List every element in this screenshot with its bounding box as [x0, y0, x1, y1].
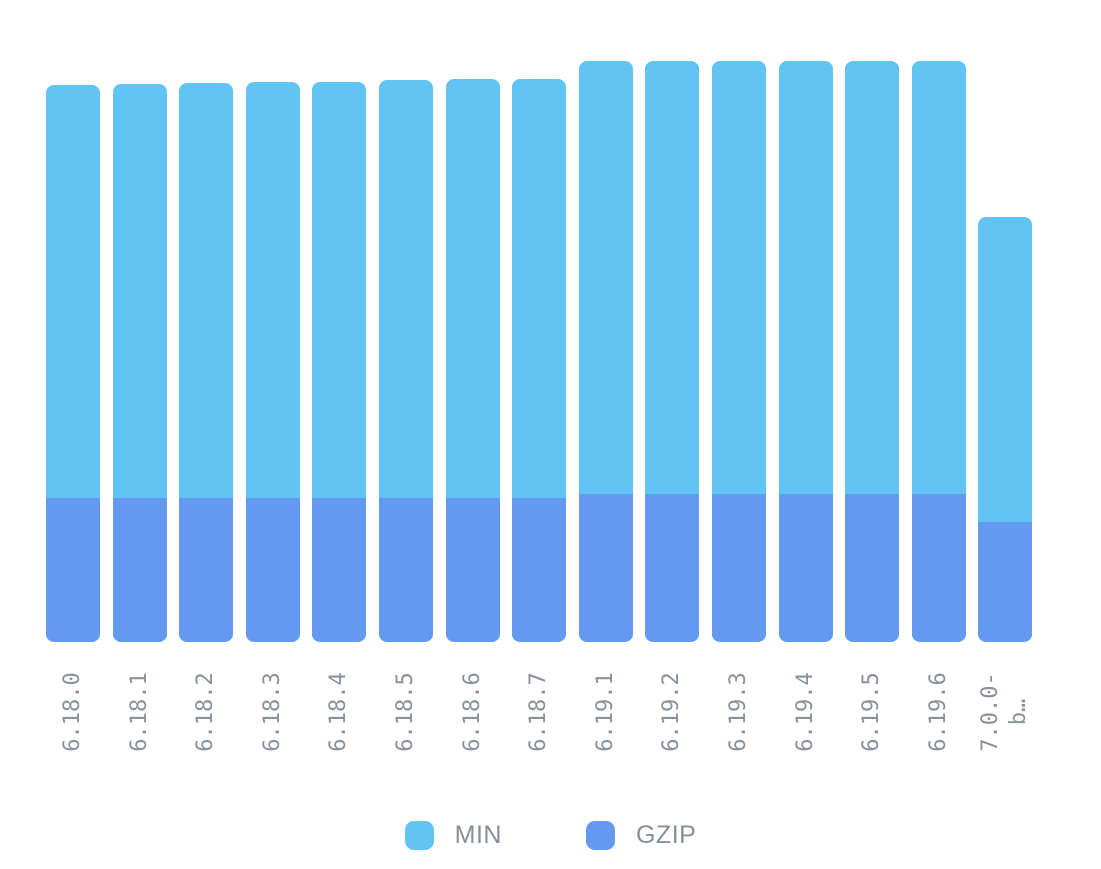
min-segment: [512, 79, 566, 498]
legend-label-gzip: GZIP: [635, 820, 697, 849]
min-segment: [446, 79, 500, 498]
min-segment: [912, 61, 966, 494]
gzip-swatch-icon: [585, 820, 615, 850]
bar-6.19.3[interactable]: [712, 61, 766, 642]
gzip-segment: [179, 498, 233, 642]
x-tick-label-6.19.4: 6.19.4: [793, 672, 818, 752]
bar-6.18.1[interactable]: [113, 84, 167, 642]
x-tick-label-6.18.3: 6.18.3: [260, 672, 285, 752]
x-tick-label-6.19.5: 6.19.5: [859, 672, 884, 752]
min-segment: [978, 217, 1032, 522]
bar-6.18.7[interactable]: [512, 79, 566, 642]
gzip-segment: [379, 498, 433, 642]
legend-item-min: MIN: [404, 820, 502, 850]
x-tick-label-6.19.2: 6.19.2: [659, 672, 684, 752]
bar-6.18.0[interactable]: [46, 85, 100, 642]
min-segment: [845, 61, 899, 494]
min-segment: [712, 61, 766, 494]
x-tick-label-6.19.3: 6.19.3: [726, 672, 751, 752]
gzip-segment: [779, 494, 833, 642]
gzip-segment: [312, 498, 366, 642]
x-tick-label-6.18.0: 6.18.0: [60, 672, 85, 752]
bar-6.19.1[interactable]: [579, 61, 633, 642]
bar-6.19.6[interactable]: [912, 61, 966, 642]
gzip-segment: [845, 494, 899, 642]
x-tick-label-6.18.6: 6.18.6: [460, 672, 485, 752]
gzip-segment: [579, 494, 633, 642]
bar-6.19.2[interactable]: [645, 61, 699, 642]
x-tick-label-6.18.5: 6.18.5: [393, 672, 418, 752]
legend-label-min: MIN: [454, 820, 502, 849]
x-tick-label-6.19.1: 6.19.1: [593, 672, 618, 752]
bar-6.18.3[interactable]: [246, 82, 300, 642]
gzip-segment: [512, 498, 566, 642]
legend: MIN GZIP: [0, 820, 1101, 850]
min-segment: [645, 61, 699, 494]
min-segment: [113, 84, 167, 498]
bar-7.0.0-b…[interactable]: [978, 217, 1032, 642]
gzip-segment: [978, 522, 1032, 642]
bar-6.18.6[interactable]: [446, 79, 500, 642]
min-segment: [46, 85, 100, 498]
min-segment: [779, 61, 833, 494]
x-tick-label-6.19.6: 6.19.6: [926, 672, 951, 752]
min-segment: [179, 83, 233, 498]
min-segment: [579, 61, 633, 494]
legend-item-gzip: GZIP: [585, 820, 697, 850]
gzip-segment: [446, 498, 500, 642]
x-tick-label-7.0.0-: 7.0.0- b…: [978, 672, 1031, 752]
x-tick-label-6.18.1: 6.18.1: [127, 672, 152, 752]
gzip-segment: [46, 498, 100, 642]
min-segment: [312, 82, 366, 498]
min-swatch-icon: [404, 820, 434, 850]
bar-6.18.2[interactable]: [179, 83, 233, 642]
gzip-segment: [912, 494, 966, 642]
x-tick-label-6.18.7: 6.18.7: [526, 672, 551, 752]
x-tick-label-6.18.2: 6.18.2: [193, 672, 218, 752]
bar-6.19.5[interactable]: [845, 61, 899, 642]
gzip-segment: [246, 498, 300, 642]
bar-6.18.4[interactable]: [312, 82, 366, 642]
min-segment: [246, 82, 300, 498]
x-tick-label-6.18.4: 6.18.4: [326, 672, 351, 752]
gzip-segment: [113, 498, 167, 642]
bar-6.18.5[interactable]: [379, 80, 433, 642]
min-segment: [379, 80, 433, 498]
bar-6.19.4[interactable]: [779, 61, 833, 642]
gzip-segment: [712, 494, 766, 642]
gzip-segment: [645, 494, 699, 642]
